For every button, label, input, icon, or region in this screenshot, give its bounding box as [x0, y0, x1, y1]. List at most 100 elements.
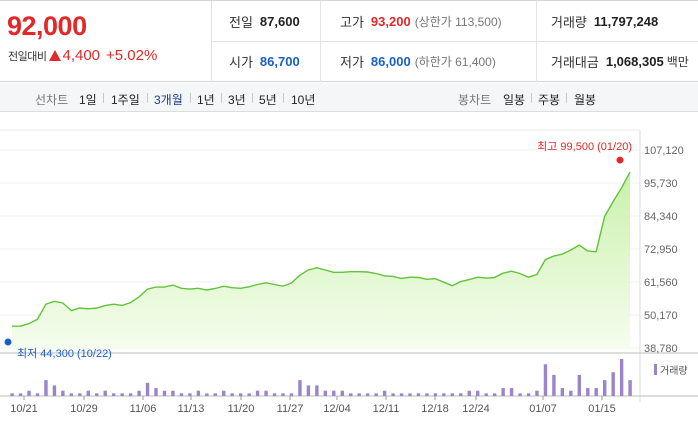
- volume-bar: [433, 393, 438, 396]
- y-axis-ticks: 107,120 95,730 84,340 72,950 61,560 50,170 38,…: [644, 145, 684, 355]
- volume-bar: [382, 390, 387, 396]
- max-label: 최고 99,500 (01/20): [537, 140, 632, 153]
- x-tick-label: 12/18: [421, 403, 449, 415]
- volume-bar: [205, 393, 209, 396]
- x-tick-label: 01/07: [529, 403, 557, 415]
- volume-bar: [289, 393, 294, 396]
- y-tick-label: 95,730: [644, 178, 678, 190]
- volume-bar: [365, 393, 370, 396]
- volume-bar: [603, 380, 607, 396]
- volume-bar: [162, 390, 167, 396]
- volume-bar: [450, 393, 455, 396]
- volume-bar: [552, 374, 556, 396]
- x-tick-label: 11/20: [228, 403, 255, 415]
- volume-bar: [569, 390, 573, 396]
- period-5y[interactable]: 5년: [259, 93, 277, 107]
- volume-legend-swatch: [654, 364, 657, 375]
- candle-daily[interactable]: 일봉: [503, 93, 526, 107]
- volume-bar: [349, 393, 353, 396]
- stat-value: 1,068,305: [605, 53, 664, 69]
- period-3m[interactable]: 3개월: [154, 93, 183, 107]
- stat-value: 86,000: [370, 53, 411, 69]
- volume-bar: [399, 393, 404, 396]
- period-separator: [147, 93, 148, 103]
- volume-bar: [35, 393, 40, 396]
- volume-bar: [230, 393, 234, 396]
- volume-bar: [484, 393, 488, 396]
- line-chart-label: 선차트: [35, 93, 69, 107]
- x-tick-label: 12/11: [373, 403, 400, 415]
- volume-bar: [425, 393, 429, 396]
- candle-weekly[interactable]: 주봉: [538, 93, 561, 107]
- volume-bar: [476, 390, 480, 396]
- y-tick-label: 72,950: [644, 244, 678, 256]
- volume-bar: [332, 390, 336, 396]
- change-amount: 4,400: [62, 47, 101, 64]
- stat-sub: (하한가 61,400): [414, 54, 496, 69]
- volume-bar: [323, 390, 328, 396]
- stat-label: 고가: [340, 14, 364, 30]
- change-row: 전일대비 4,400 +5.02%: [8, 47, 157, 64]
- volume-bar: [171, 390, 175, 396]
- candle-chart-label: 봉차트: [458, 93, 492, 107]
- volume-bar: [492, 393, 497, 396]
- period-separator: [283, 93, 284, 103]
- y-tick-label: 38,780: [644, 343, 678, 355]
- stat-label: 거래량: [551, 14, 587, 30]
- y-tick-label: 61,560: [644, 277, 678, 289]
- volume-bar: [509, 388, 514, 396]
- price-box: 92,000 전일대비 4,400 +5.02%: [0, 1, 212, 82]
- volume-bar: [10, 393, 14, 396]
- period-separator: [566, 93, 567, 103]
- period-separator: [103, 93, 104, 103]
- volume-bar: [357, 393, 361, 396]
- volume-bar: [264, 390, 268, 396]
- x-tick-label: 12/04: [323, 403, 351, 415]
- stat-value: 11,797,248: [593, 13, 659, 29]
- volume-bar: [27, 390, 31, 396]
- volume-bar: [103, 390, 107, 396]
- stat-sub: (상한가 113,500): [414, 14, 502, 29]
- period-3y[interactable]: 3년: [228, 93, 246, 107]
- period-1d[interactable]: 1일: [79, 93, 97, 107]
- change-label: 전일대비: [8, 51, 47, 63]
- volume-bar: [459, 393, 463, 396]
- volume-bar: [272, 393, 277, 396]
- row-divider: [212, 41, 698, 42]
- x-tick-label: 11/06: [130, 403, 157, 415]
- period-1w[interactable]: 1주일: [111, 93, 140, 107]
- x-tick-label: 10/29: [70, 403, 98, 415]
- quote-panel: 92,000 전일대비 4,400 +5.02% 전일 87,600 고가 93,2…: [0, 0, 698, 82]
- up-arrow-icon: [49, 50, 62, 61]
- volume-bar: [628, 380, 632, 396]
- min-label: 최저 44,300 (10/22): [17, 347, 112, 360]
- volume-bar: [586, 388, 590, 396]
- current-price: 92,000: [7, 11, 87, 41]
- volume-bar: [467, 390, 471, 396]
- period-toolbar: 선차트 1일 1주일 3개월 1년 3년 5년 10년 봉차트 일봉 주봉 월봉: [0, 83, 698, 112]
- stat-value: 87,600: [259, 13, 300, 29]
- volume-bar: [120, 393, 124, 396]
- volume-bar: [408, 393, 412, 396]
- volume-bar: [213, 393, 217, 396]
- volume-bar: [52, 385, 57, 396]
- volume-bar: [18, 393, 23, 396]
- volume-bar: [238, 393, 243, 396]
- candle-monthly[interactable]: 월봉: [574, 93, 597, 107]
- period-1y[interactable]: 1년: [197, 93, 215, 107]
- stat-low: 저가 86,000 (하한가 61,400): [340, 41, 496, 81]
- volume-bar: [619, 359, 624, 396]
- volume-bar: [196, 390, 201, 396]
- stat-label: 전일: [229, 14, 253, 30]
- volume-bar: [69, 393, 74, 396]
- price-chart: 107,120 95,730 84,340 72,950 61,560 50,170 38,…: [0, 129, 698, 415]
- volume-bar: [61, 390, 65, 396]
- period-10y[interactable]: 10년: [291, 93, 316, 107]
- x-tick-label: 12/24: [462, 403, 490, 415]
- volume-bar: [281, 393, 285, 396]
- x-tick-label: 11/13: [178, 403, 205, 415]
- volume-bar: [128, 393, 133, 396]
- min-point-marker: [4, 338, 12, 346]
- stat-value: 93,200: [370, 13, 411, 29]
- y-tick-label: 84,340: [644, 211, 678, 223]
